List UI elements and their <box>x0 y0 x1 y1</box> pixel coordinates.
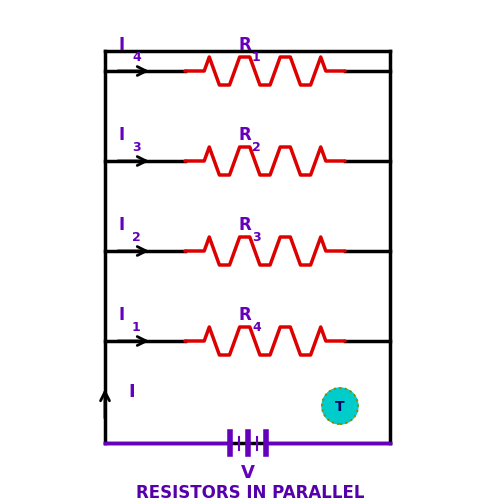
Text: 1: 1 <box>252 51 261 64</box>
Text: 2: 2 <box>132 230 141 243</box>
Text: 4: 4 <box>252 320 261 333</box>
Text: R: R <box>238 126 251 144</box>
Circle shape <box>322 388 358 424</box>
Text: I: I <box>118 306 124 323</box>
Text: 2: 2 <box>252 141 261 154</box>
Text: 3: 3 <box>252 230 260 243</box>
Text: I: I <box>118 126 124 144</box>
Text: I: I <box>128 382 134 400</box>
Text: R: R <box>238 36 251 54</box>
Text: T: T <box>335 399 345 413</box>
Text: 3: 3 <box>132 141 140 154</box>
Text: R: R <box>238 215 251 233</box>
Text: RESISTORS IN PARALLEL: RESISTORS IN PARALLEL <box>136 483 364 501</box>
Text: R: R <box>238 306 251 323</box>
Text: 4: 4 <box>132 51 141 64</box>
Text: 1: 1 <box>132 320 141 333</box>
Text: V: V <box>241 463 255 481</box>
Text: I: I <box>118 36 124 54</box>
Text: I: I <box>118 215 124 233</box>
